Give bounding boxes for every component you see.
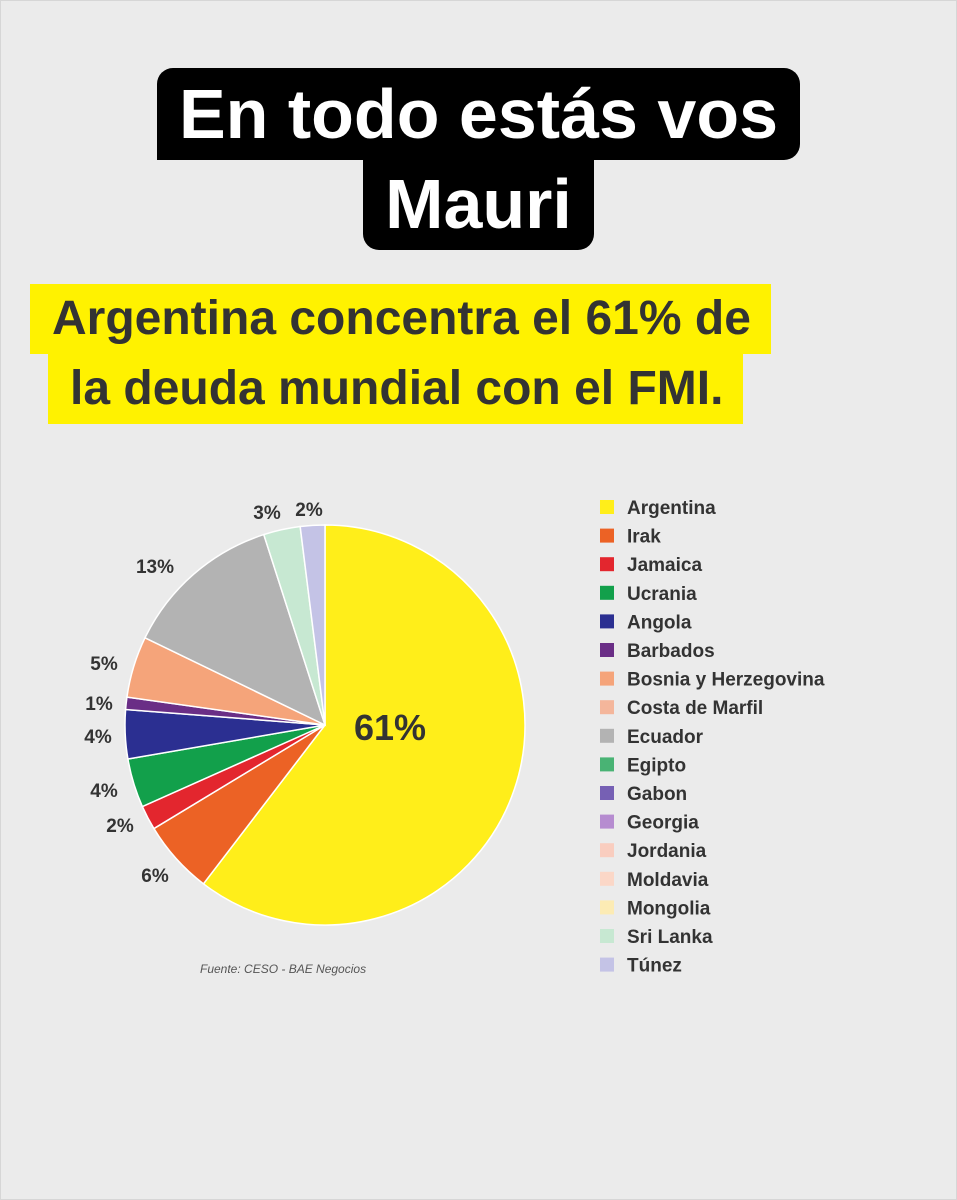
legend-swatch-moldavia: [600, 871, 614, 886]
legend-swatch-irak: [600, 528, 614, 543]
legend-swatch-ecuador: [600, 728, 614, 743]
legend-swatch-ucrania: [600, 585, 614, 600]
legend-label-jamaica: Jamaica: [627, 555, 702, 576]
legend-label-t-nez: Túnez: [627, 956, 682, 977]
legend-label-ecuador: Ecuador: [627, 727, 704, 748]
pie-label-sri-lanka: 3%: [253, 503, 281, 524]
legend-label-mongolia: Mongolia: [627, 898, 711, 919]
pie-label-argentina: 61%: [354, 707, 426, 748]
legend-swatch-jordania: [600, 843, 614, 858]
pie-label-bosnia-y-herzegovina: 5%: [90, 654, 118, 675]
meme-caption: En todo estás vos Mauri: [0, 68, 957, 250]
legend-swatch-gabon: [600, 786, 614, 800]
pie-label-ecuador: 13%: [136, 557, 174, 578]
legend-swatch-argentina: [600, 500, 614, 514]
headline-line-2: la deuda mundial con el FMI.: [48, 354, 744, 424]
pie-label-barbados: 1%: [85, 694, 113, 715]
meme-caption-line-1: En todo estás vos: [156, 68, 801, 160]
headline-line-1: Argentina concentra el 61% de: [30, 284, 771, 354]
source-note: Fuente: CESO - BAE Negocios: [200, 962, 366, 976]
legend-label-barbados: Barbados: [627, 641, 715, 662]
pie-label-jamaica: 2%: [106, 816, 134, 837]
legend-label-ucrania: Ucrania: [627, 584, 697, 605]
pie-label-ucrania: 4%: [90, 781, 118, 802]
legend-label-angola: Angola: [627, 612, 692, 633]
legend-swatch-mongolia: [600, 900, 614, 915]
legend-swatch-barbados: [600, 643, 614, 657]
pie-label-t-nez: 2%: [295, 500, 323, 521]
legend-label-sri-lanka: Sri Lanka: [627, 927, 713, 948]
legend-label-costa-de-marfil: Costa de Marfil: [627, 698, 763, 719]
legend: Argentina Irak Jamaica Ucrania Angola Barbado…: [600, 498, 825, 977]
pie-slice-t-nez: [299, 524, 326, 726]
legend-label-georgia: Georgia: [627, 813, 699, 834]
legend-label-egipto: Egipto: [627, 755, 686, 776]
pie-labels: 61% 6% 2% 4% 4% 1% 5% 13% 3% 2%: [84, 500, 426, 887]
legend-swatch-egipto: [600, 757, 614, 772]
meme-caption-line-2: Mauri: [363, 158, 594, 250]
pie-slices: [124, 524, 526, 926]
legend-swatch-jamaica: [600, 557, 614, 572]
legend-swatch-costa-de-marfil: [600, 700, 614, 715]
headline: Argentina concentra el 61% de la deuda m…: [30, 284, 930, 424]
legend-label-jordania: Jordania: [627, 841, 707, 862]
legend-label-bosnia-y-herzegovina: Bosnia y Herzegovina: [627, 670, 825, 691]
pie-label-irak: 6%: [141, 866, 169, 887]
legend-label-gabon: Gabon: [627, 784, 687, 805]
legend-label-irak: Irak: [627, 527, 661, 548]
legend-swatch-sri-lanka: [600, 929, 614, 943]
pie-slice-argentina: [202, 524, 526, 926]
legend-label-moldavia: Moldavia: [627, 870, 709, 891]
legend-label-argentina: Argentina: [627, 498, 716, 519]
pie-slice-ecuador: [143, 533, 327, 727]
legend-swatch-georgia: [600, 814, 614, 829]
legend-swatch-bosnia-y-herzegovina: [600, 671, 614, 686]
legend-swatch-angola: [600, 614, 614, 629]
legend-swatch-t-nez: [600, 957, 614, 972]
pie-label-angola: 4%: [84, 727, 112, 748]
